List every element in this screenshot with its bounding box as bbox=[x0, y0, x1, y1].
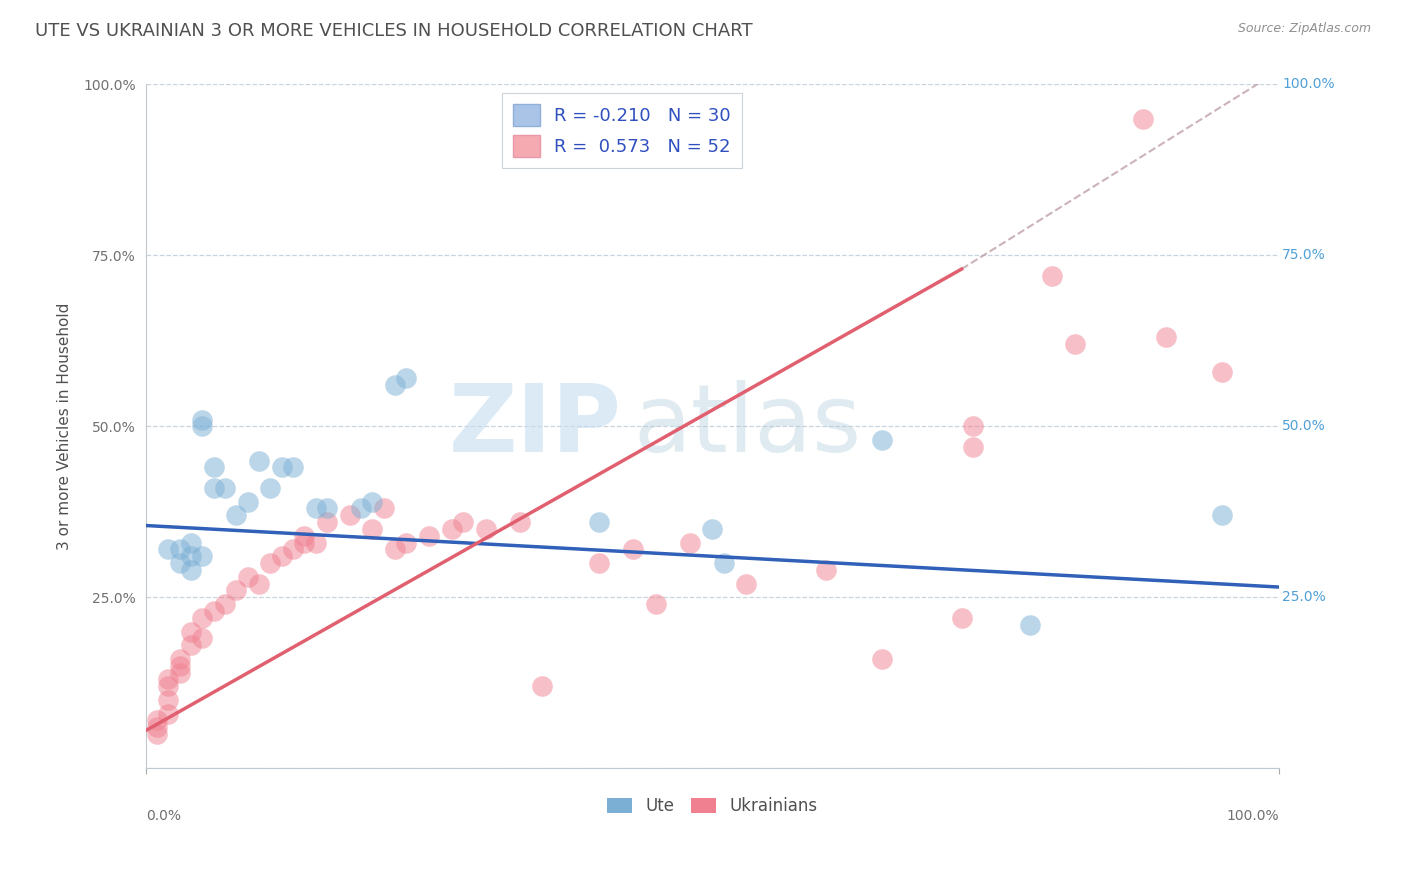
Point bbox=[713, 556, 735, 570]
Point bbox=[292, 535, 315, 549]
Point bbox=[247, 576, 270, 591]
Point bbox=[1040, 268, 1063, 283]
Text: ZIP: ZIP bbox=[449, 380, 621, 473]
Point bbox=[202, 481, 225, 495]
Point bbox=[451, 515, 474, 529]
Point bbox=[225, 508, 247, 523]
Point bbox=[395, 371, 418, 385]
Point bbox=[1063, 337, 1085, 351]
Point bbox=[339, 508, 361, 523]
Point bbox=[950, 611, 973, 625]
Point bbox=[202, 460, 225, 475]
Point bbox=[180, 624, 202, 639]
Text: 100.0%: 100.0% bbox=[1282, 78, 1334, 92]
Text: UTE VS UKRAINIAN 3 OR MORE VEHICLES IN HOUSEHOLD CORRELATION CHART: UTE VS UKRAINIAN 3 OR MORE VEHICLES IN H… bbox=[35, 22, 752, 40]
Point bbox=[395, 535, 418, 549]
Point bbox=[191, 419, 214, 434]
Point bbox=[304, 501, 326, 516]
Point bbox=[157, 673, 180, 687]
Point bbox=[236, 570, 259, 584]
Point bbox=[702, 522, 724, 536]
Point bbox=[146, 727, 169, 741]
Text: 50.0%: 50.0% bbox=[1282, 419, 1326, 434]
Point bbox=[169, 658, 191, 673]
Point bbox=[361, 522, 384, 536]
Point bbox=[169, 542, 191, 557]
Point bbox=[531, 679, 554, 693]
Point bbox=[644, 597, 666, 611]
Point bbox=[1132, 112, 1154, 126]
Point bbox=[373, 501, 395, 516]
Point bbox=[1154, 330, 1177, 344]
Point bbox=[621, 542, 644, 557]
Text: 100.0%: 100.0% bbox=[1226, 809, 1279, 823]
Point bbox=[191, 412, 214, 426]
Point bbox=[316, 501, 339, 516]
Point bbox=[1211, 508, 1233, 523]
Point bbox=[146, 720, 169, 734]
Point bbox=[281, 542, 304, 557]
Point bbox=[588, 556, 610, 570]
Point bbox=[225, 583, 247, 598]
Point bbox=[509, 515, 531, 529]
Point bbox=[588, 515, 610, 529]
Point bbox=[247, 453, 270, 467]
Point bbox=[418, 529, 440, 543]
Text: Source: ZipAtlas.com: Source: ZipAtlas.com bbox=[1237, 22, 1371, 36]
Point bbox=[474, 522, 496, 536]
Point bbox=[169, 556, 191, 570]
Point bbox=[214, 481, 236, 495]
Point bbox=[316, 515, 339, 529]
Point bbox=[814, 563, 837, 577]
Point bbox=[191, 632, 214, 646]
Point bbox=[384, 378, 406, 392]
Point bbox=[962, 419, 984, 434]
Legend: Ute, Ukrainians: Ute, Ukrainians bbox=[600, 790, 824, 822]
Point bbox=[146, 714, 169, 728]
Point bbox=[270, 549, 292, 564]
Point bbox=[157, 693, 180, 707]
Point bbox=[304, 535, 326, 549]
Point bbox=[157, 679, 180, 693]
Point bbox=[180, 563, 202, 577]
Point bbox=[384, 542, 406, 557]
Point bbox=[870, 652, 893, 666]
Point bbox=[1018, 617, 1040, 632]
Y-axis label: 3 or more Vehicles in Household: 3 or more Vehicles in Household bbox=[58, 302, 72, 550]
Text: 25.0%: 25.0% bbox=[1282, 591, 1326, 604]
Point bbox=[157, 706, 180, 721]
Point bbox=[962, 440, 984, 454]
Point bbox=[361, 494, 384, 508]
Point bbox=[169, 665, 191, 680]
Point bbox=[191, 611, 214, 625]
Point bbox=[870, 433, 893, 447]
Text: atlas: atlas bbox=[633, 380, 862, 473]
Point bbox=[350, 501, 373, 516]
Point bbox=[270, 460, 292, 475]
Point bbox=[735, 576, 758, 591]
Point bbox=[236, 494, 259, 508]
Point bbox=[259, 481, 281, 495]
Text: 0.0%: 0.0% bbox=[146, 809, 180, 823]
Point bbox=[169, 652, 191, 666]
Point bbox=[259, 556, 281, 570]
Point bbox=[292, 529, 315, 543]
Text: 75.0%: 75.0% bbox=[1282, 248, 1326, 262]
Point bbox=[1211, 365, 1233, 379]
Point bbox=[678, 535, 700, 549]
Point bbox=[180, 549, 202, 564]
Point bbox=[281, 460, 304, 475]
Point bbox=[157, 542, 180, 557]
Point bbox=[191, 549, 214, 564]
Point bbox=[202, 604, 225, 618]
Point bbox=[214, 597, 236, 611]
Point bbox=[180, 638, 202, 652]
Point bbox=[180, 535, 202, 549]
Point bbox=[440, 522, 463, 536]
